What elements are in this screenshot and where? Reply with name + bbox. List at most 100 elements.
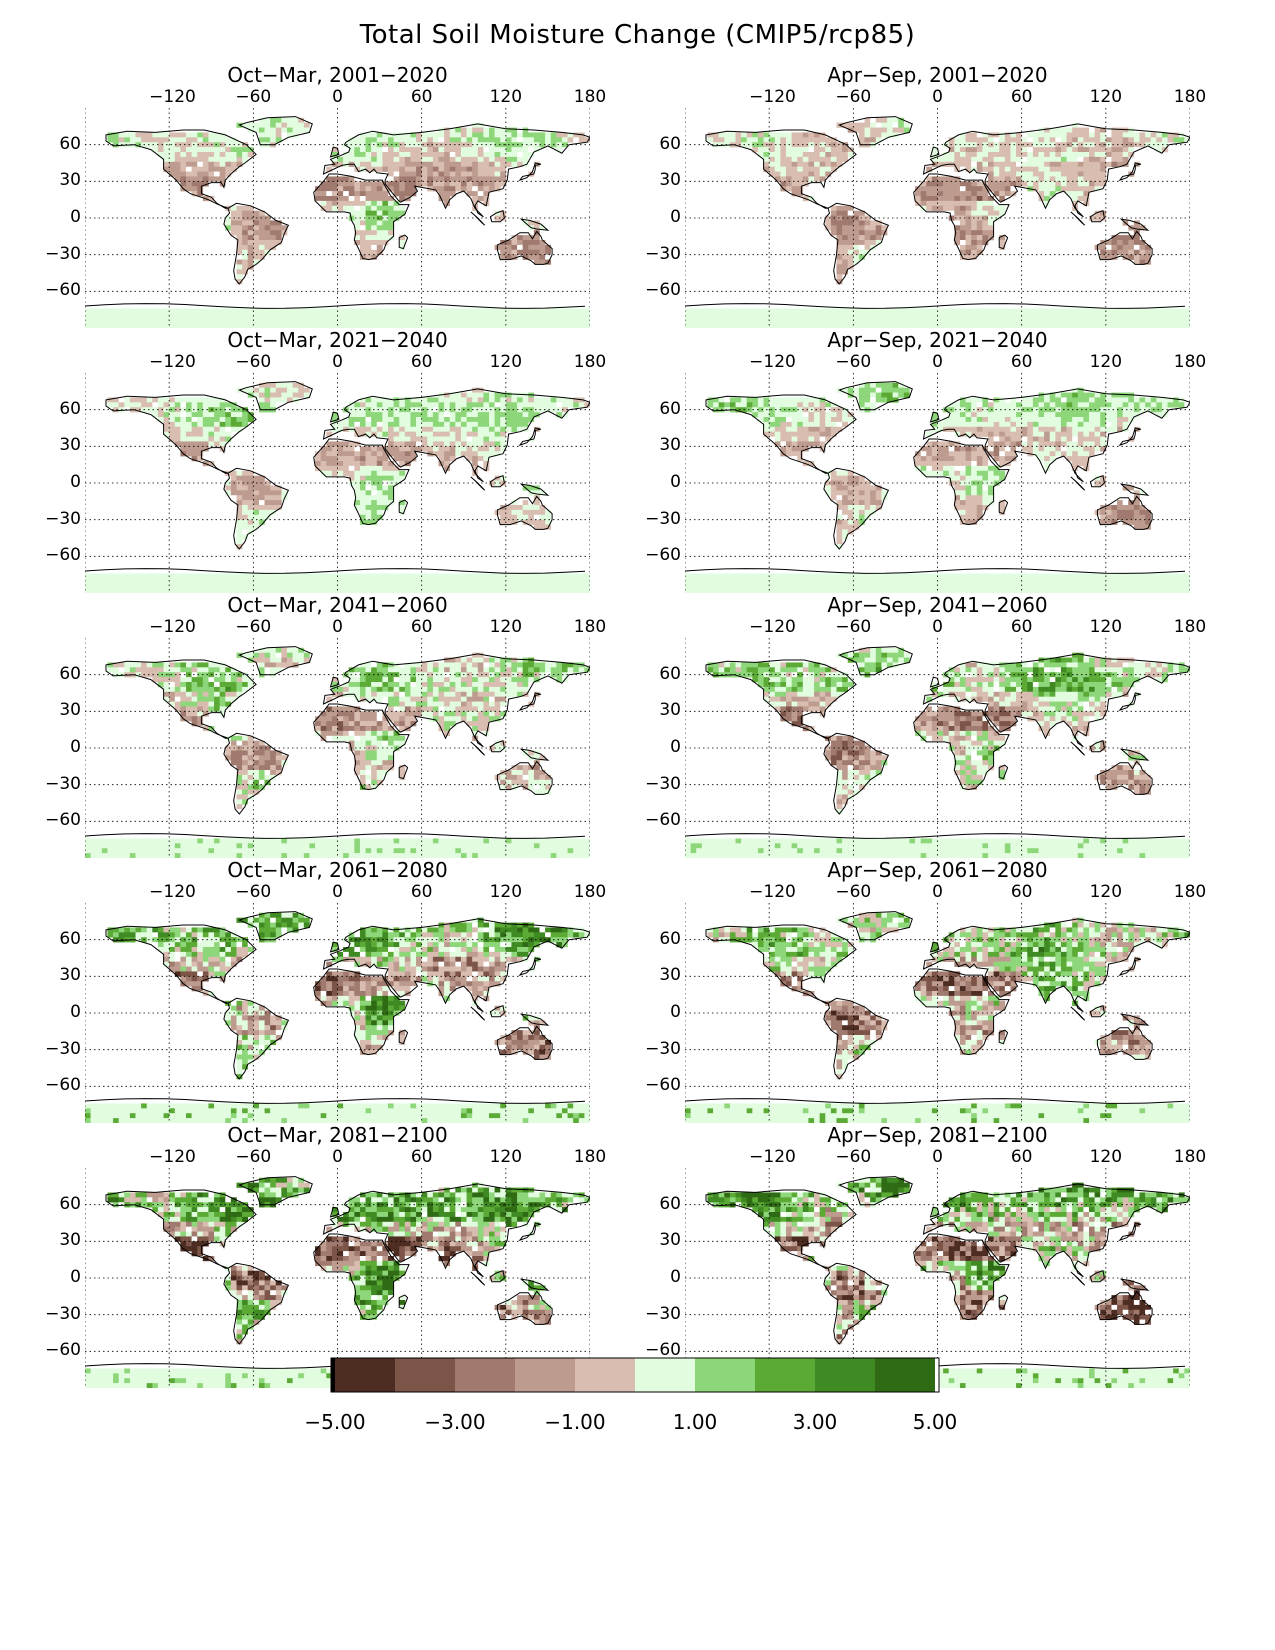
map-Apr-Sep-2081-2100 — [685, 1168, 1190, 1388]
lat-tick-label: 30 — [59, 965, 81, 986]
coastline — [823, 202, 890, 285]
lat-tick-label: 60 — [59, 398, 81, 419]
coastline — [1070, 1271, 1086, 1286]
lon-tick-label: 180 — [1173, 87, 1207, 107]
colorbar-label: 1.00 — [672, 1410, 718, 1434]
lat-tick-label: 0 — [670, 737, 681, 757]
lon-tick-label: 0 — [932, 352, 943, 372]
lon-tick-label: 180 — [1173, 1147, 1207, 1167]
coastline — [837, 381, 913, 411]
coastline — [519, 1278, 550, 1291]
coastline — [313, 173, 410, 261]
lat-tick-label: 60 — [659, 398, 681, 419]
lat-tick-label: −60 — [45, 1075, 81, 1096]
coastline — [837, 1176, 913, 1206]
coastline — [322, 653, 590, 748]
lon-tick-label: 180 — [573, 617, 607, 637]
lon-tick-label: 120 — [1089, 617, 1123, 637]
coastline — [85, 568, 586, 574]
coastline — [929, 146, 940, 158]
coastline — [85, 303, 586, 309]
lon-tick-label: 120 — [489, 87, 523, 107]
lon-tick-label: 180 — [573, 352, 607, 372]
lon-tick-label: 60 — [410, 882, 433, 902]
lon-tick-label: 120 — [1089, 1147, 1123, 1167]
coastline — [237, 1176, 313, 1206]
colorbar-label: −1.00 — [544, 1410, 606, 1434]
lon-tick-label: 0 — [932, 1147, 943, 1167]
coastline — [922, 123, 1190, 218]
coastline — [470, 476, 486, 491]
coastline — [1070, 1006, 1086, 1021]
lat-tick-label: 60 — [659, 133, 681, 154]
coastline — [313, 1233, 410, 1321]
coastline — [470, 211, 486, 226]
coastline — [329, 941, 340, 953]
lon-tick-label: −60 — [835, 87, 872, 107]
coastline — [1119, 218, 1150, 231]
coastline — [398, 234, 409, 250]
coastline — [322, 123, 590, 218]
coastline — [929, 676, 940, 688]
coastline — [913, 1233, 1010, 1321]
coastline — [496, 230, 553, 265]
lat-tick-label: 60 — [59, 1193, 81, 1214]
graticule — [85, 1168, 590, 1388]
lat-tick-label: 60 — [59, 928, 81, 949]
panel-title: Oct−Mar, 2021−2040 — [227, 328, 448, 352]
panel-title: Apr−Sep, 2001−2020 — [827, 63, 1048, 87]
coastline — [1070, 741, 1086, 756]
coastline — [913, 173, 1010, 261]
lon-tick-label: 180 — [573, 87, 607, 107]
coastline — [518, 957, 542, 977]
lat-tick-label: 0 — [70, 207, 81, 227]
map-Oct-Mar-2081-2100 — [85, 1168, 590, 1388]
coastline — [519, 1013, 550, 1026]
graticule — [685, 373, 1190, 593]
lat-tick-label: 0 — [670, 472, 681, 492]
coastline — [85, 833, 586, 839]
lon-tick-label: 120 — [489, 1147, 523, 1167]
lat-tick-label: −30 — [645, 1303, 681, 1324]
lat-tick-label: 30 — [59, 170, 81, 191]
coastline — [237, 116, 313, 146]
lon-tick-label: 60 — [1010, 87, 1033, 107]
lon-tick-label: 180 — [1173, 617, 1207, 637]
lat-tick-label: 60 — [59, 133, 81, 154]
coastline — [1070, 476, 1086, 491]
lat-tick-label: −30 — [645, 508, 681, 529]
lat-tick-label: −60 — [45, 810, 81, 831]
coastline — [998, 499, 1009, 515]
coastline — [496, 495, 553, 530]
coastline — [685, 1098, 1186, 1104]
coastline — [1119, 1278, 1150, 1291]
colorbar-frame — [330, 1357, 940, 1393]
lat-tick-label: −30 — [45, 1038, 81, 1059]
coastline — [237, 911, 313, 941]
panel-title: Apr−Sep, 2041−2060 — [827, 593, 1048, 617]
coastline — [519, 748, 550, 761]
coastline — [470, 1271, 486, 1286]
lat-tick-label: −30 — [45, 508, 81, 529]
coastline — [913, 968, 1010, 1056]
coastline — [913, 438, 1010, 526]
coastline — [1096, 230, 1153, 265]
lat-tick-label: −60 — [45, 1340, 81, 1361]
colorbar-label: 3.00 — [792, 1410, 838, 1434]
coastline — [998, 234, 1009, 250]
coastline — [496, 1290, 553, 1325]
lat-tick-label: −60 — [645, 810, 681, 831]
moisture-cells — [85, 382, 590, 593]
lat-tick-label: 60 — [659, 1193, 681, 1214]
map-Apr-Sep-2021-2040 — [685, 373, 1190, 593]
moisture-cells — [85, 1177, 590, 1388]
coastline — [322, 1183, 590, 1278]
panel-title: Apr−Sep, 2021−2040 — [827, 328, 1048, 352]
lat-tick-label: −60 — [645, 1340, 681, 1361]
coastline — [929, 411, 940, 423]
lon-tick-label: 180 — [1173, 882, 1207, 902]
lon-tick-label: 0 — [932, 87, 943, 107]
lat-tick-label: 30 — [59, 1230, 81, 1251]
map-Oct-Mar-2021-2040 — [85, 373, 590, 593]
coastline — [398, 499, 409, 515]
